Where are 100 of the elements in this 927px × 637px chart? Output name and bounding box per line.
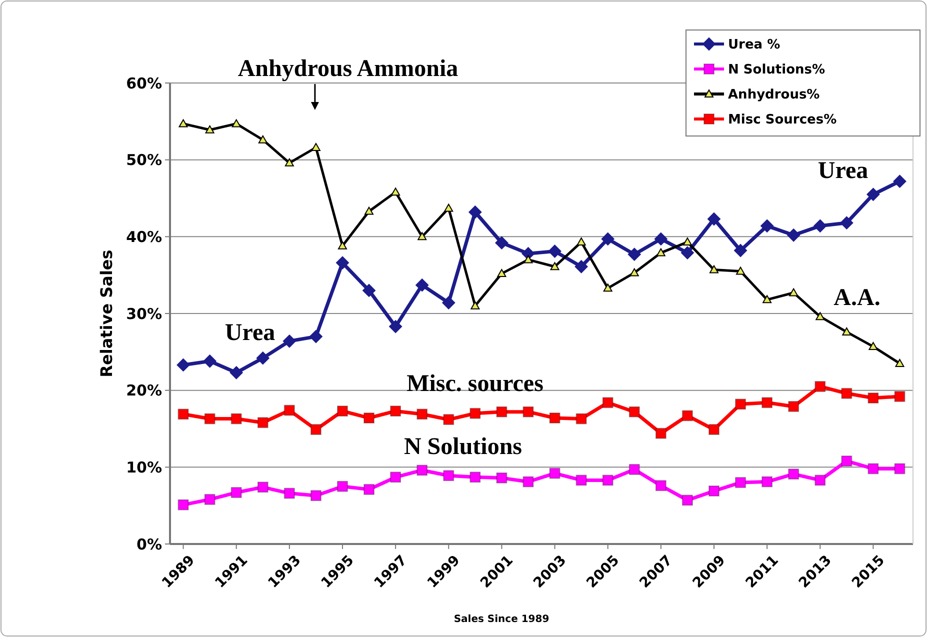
point [258,135,268,144]
point [762,397,773,408]
point [655,428,666,439]
point [682,494,693,506]
point [524,255,533,264]
point [630,268,639,276]
y-tick-label: 50% [126,151,162,170]
point [444,204,454,212]
point [736,266,746,275]
legend-label: Urea % [728,38,780,53]
point [496,472,508,484]
annotation: Urea [818,158,868,184]
point [760,219,774,232]
point [418,232,427,240]
point [256,352,270,365]
point [470,301,480,310]
point [364,412,375,424]
point [602,397,614,408]
point [762,295,772,304]
point [443,414,454,426]
y-tick-label: 30% [126,304,162,323]
point [574,260,588,274]
point [230,487,242,498]
point [470,472,481,483]
point [816,312,825,320]
point [205,125,214,134]
point [282,334,296,348]
point [603,284,612,292]
point [576,474,587,486]
point [789,288,798,296]
point [284,404,295,416]
point [814,474,826,486]
annotation: A.A. [834,285,880,311]
text: Anhydrous Ammonia [238,56,458,82]
point [495,236,508,250]
point [416,278,429,292]
y-axis-title: Relative Sales [97,250,116,378]
point [682,410,693,422]
point [364,484,375,495]
point [628,248,641,261]
point [735,398,746,410]
legend-label: Anhydrous% [728,88,820,103]
point [707,212,720,226]
point [309,330,322,344]
y-tick-label: 40% [126,228,162,246]
y-tick-label: 60% [126,74,162,92]
point [362,284,376,297]
point [841,456,852,467]
point [655,480,666,492]
point [656,248,666,256]
point [390,472,402,483]
point [788,468,800,480]
point [682,238,692,246]
point [894,463,906,474]
annotation: N Solutions [404,434,522,460]
point [548,244,562,258]
point [894,390,906,402]
y-tick-label: 10% [126,458,162,476]
point [443,470,454,482]
point [336,480,348,492]
point [841,388,852,399]
point [364,206,374,215]
point [550,262,560,270]
point [708,485,720,496]
point [868,342,878,350]
point [866,188,880,201]
point [178,408,189,420]
legend-label: Misc Sources% [728,112,837,128]
point [284,488,295,499]
point [178,499,189,510]
point [416,408,428,420]
point [257,417,268,428]
point [497,269,506,278]
point [680,246,694,260]
point [176,358,190,372]
y-tick-label: 0% [136,535,162,554]
point [708,424,720,436]
point [204,413,216,424]
point [178,119,188,128]
point [840,216,854,230]
point [735,477,746,488]
point [893,174,906,188]
point [336,256,349,270]
point [338,241,347,250]
point [549,412,560,424]
point [628,464,640,475]
point [576,413,587,424]
point [203,354,216,368]
point [787,228,800,242]
point [895,358,904,367]
point [601,232,614,246]
point [416,464,428,476]
point [602,474,614,486]
point [842,327,852,336]
point [576,238,586,246]
point [868,463,879,474]
point [310,424,322,436]
point [257,482,268,493]
point [230,366,243,380]
annotation: Misc. sources [406,371,544,397]
